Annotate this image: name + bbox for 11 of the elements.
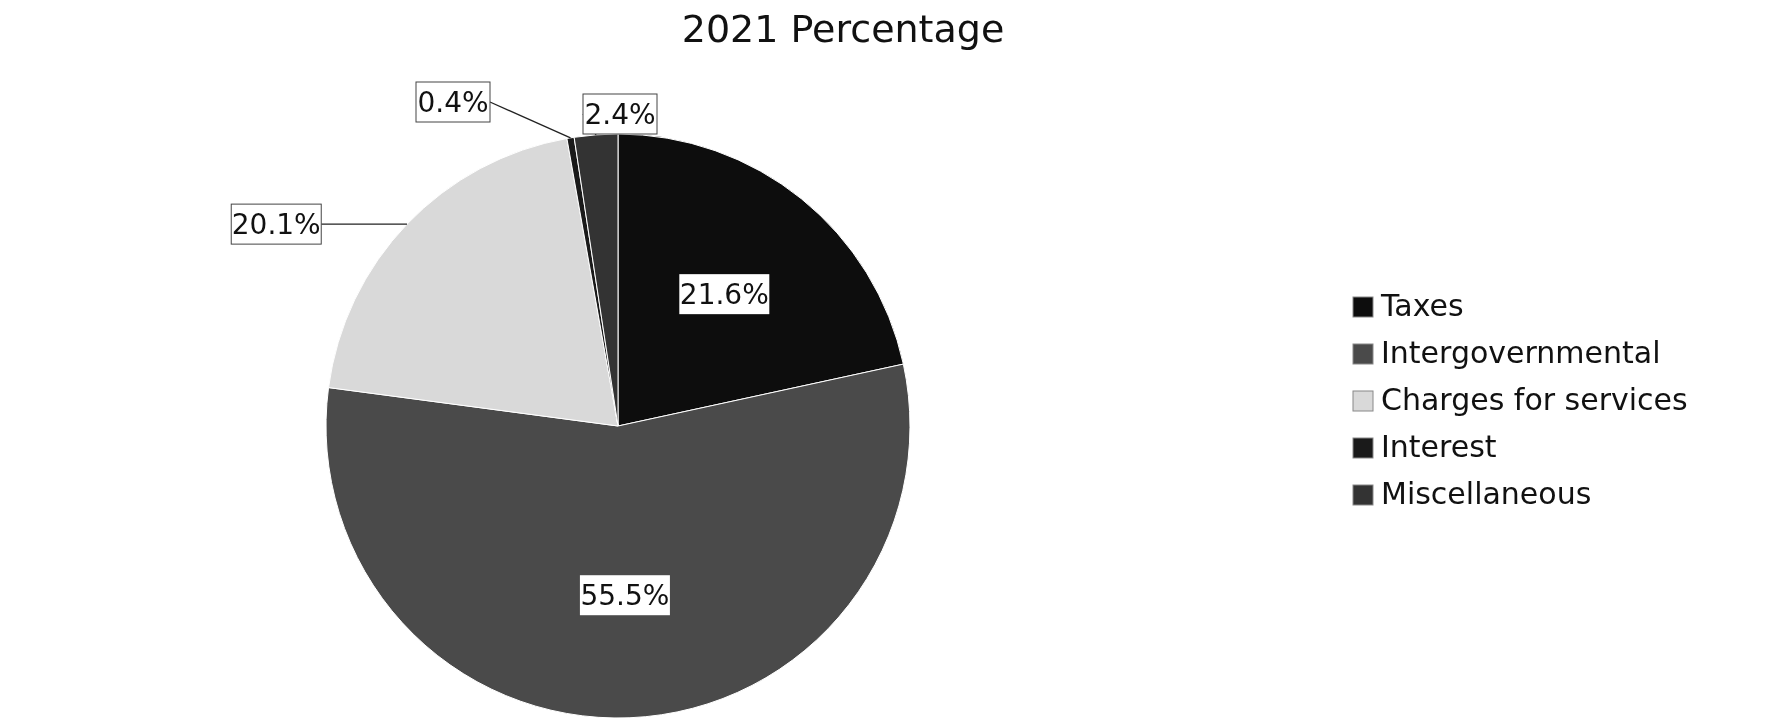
data-label: 55.5% [580, 579, 670, 613]
legend-label: Miscellaneous [1381, 476, 1592, 511]
data-label: 20.1% [231, 208, 321, 242]
data-label: 0.4% [417, 86, 489, 119]
legend-label: Charges for services [1381, 382, 1688, 417]
legend-label: Intergovernmental [1381, 335, 1661, 370]
data-label: 2.4% [584, 98, 656, 131]
legend-label: Taxes [1380, 288, 1464, 323]
data-label: 21.6% [679, 278, 769, 312]
chart-title: 2021 Percentage [681, 7, 1005, 51]
legend-label: Interest [1381, 429, 1497, 464]
